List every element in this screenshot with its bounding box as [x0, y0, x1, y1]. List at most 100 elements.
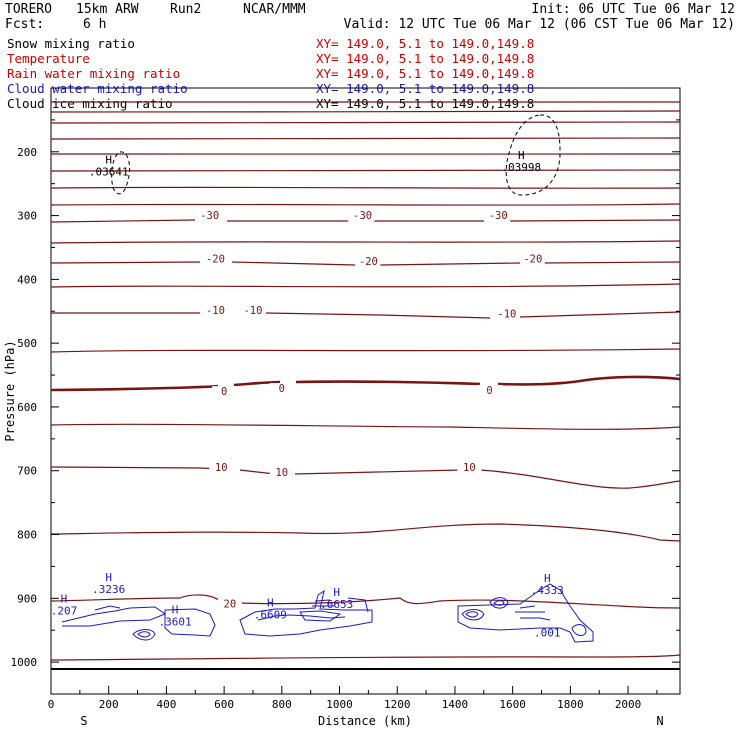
x-tick-label: 600	[214, 698, 234, 711]
y-axis-label: Pressure (hPa)	[3, 340, 17, 441]
cloud-water-contour	[571, 624, 587, 636]
cloud-water-contour	[515, 605, 551, 621]
temperature-contour-label: -30	[200, 210, 219, 222]
contour-label-bg	[457, 462, 482, 474]
extremum-h-label: H	[105, 153, 112, 166]
x-tick-label: 1000	[326, 698, 353, 711]
temperature-contour-label: -20	[359, 256, 378, 268]
cloud-water-contour	[457, 583, 594, 643]
isotherm-line	[50, 110, 681, 113]
cloud-water-contours	[61, 583, 594, 643]
contour-label-bg	[209, 462, 234, 474]
temperature-contour-label: 10	[215, 462, 228, 474]
temperature-contour-label: 0	[279, 383, 285, 395]
temperature-contour-label: -20	[523, 254, 542, 266]
contour-label-bg	[203, 305, 228, 317]
legend-xy-temperature: XY= 149.0, 5.1 to 149.0,149.8	[316, 51, 534, 66]
legend: Snow mixing ratio XY= 149.0, 5.1 to 149.…	[7, 36, 534, 111]
legend-name-rain: Rain water mixing ratio	[7, 66, 180, 81]
header-fcst-value: 6 h	[83, 17, 106, 32]
contour-label-bg	[520, 253, 545, 265]
header-resolution: 15km ARW	[76, 2, 139, 17]
isotherm-line	[50, 348, 681, 353]
cloud-water-contour	[61, 606, 167, 627]
contour-label-bg	[203, 253, 228, 265]
extremum-value-label: .03998	[501, 161, 541, 174]
extremum-value-label: .3236	[92, 583, 125, 596]
cloud-water-contour	[132, 629, 156, 641]
cloud-water-contour	[493, 600, 505, 606]
contour-label-bg	[350, 210, 375, 222]
temperature-contour-label: 10	[463, 462, 476, 474]
x-axis-south-label: S	[80, 714, 87, 728]
header-org: NCAR/MMM	[243, 2, 306, 17]
y-tick-label: 700	[17, 465, 37, 478]
contour-label-bg	[269, 383, 294, 394]
y-tick-label: 400	[17, 273, 37, 286]
extremum-h-label: H	[544, 572, 551, 585]
legend-name-snow: Snow mixing ratio	[7, 36, 135, 51]
header-valid: Valid: 12 UTC Tue 06 Mar 12 (06 CST Tue …	[344, 17, 735, 32]
y-tick-label: 500	[17, 337, 37, 350]
header-fcst-label: Fcst:	[5, 17, 44, 32]
extremum-value-label: .207	[51, 604, 78, 617]
y-tick-label: 200	[17, 146, 37, 159]
temperature-contour-label: -10	[497, 308, 516, 320]
x-tick-label: 800	[272, 698, 292, 711]
extremum-value-label: .6653	[320, 598, 353, 611]
plot-frame	[50, 87, 681, 695]
temperature-contour-label: 10	[275, 467, 288, 479]
header-run: Run2	[170, 2, 201, 17]
x-tick-label: 0	[48, 698, 55, 711]
extremum-value-label: .6609	[254, 609, 287, 622]
contour-label-bg	[212, 386, 237, 398]
x-tick-label: 1800	[557, 698, 584, 711]
temperature-contour-label: 0	[221, 386, 227, 398]
header-model: TORERO	[5, 2, 52, 17]
extremum-h-label: H	[172, 604, 179, 617]
extremum-value-label: .3601	[159, 616, 192, 629]
y-tick-label: 600	[17, 401, 37, 414]
isotherm-line	[50, 261, 681, 266]
contour-label-bg	[494, 308, 519, 320]
extremum-h-label: H	[105, 571, 112, 584]
isotherm-line	[50, 466, 681, 489]
isotherm-line	[50, 121, 681, 124]
contour-label-bg	[269, 467, 294, 479]
temperature-contour-label: -10	[243, 305, 262, 317]
x-axis-label: Distance (km)	[318, 714, 412, 728]
contour-label-bg	[356, 256, 381, 268]
extremum-h-label: H	[267, 597, 274, 610]
isotherm-line	[50, 219, 681, 223]
cloud-water-contour	[164, 608, 216, 637]
y-tick-label: 1000	[11, 656, 38, 669]
contour-labels: -30 -30 -30 -20 -20 -20 -10 -10 -10 0 0 0 10 10 10 20	[197, 210, 545, 611]
isotherm-line	[50, 137, 681, 140]
contour-label-bg	[477, 384, 502, 396]
legend-xy-rain: XY= 149.0, 5.1 to 149.0,149.8	[316, 66, 534, 81]
isotherm-line	[50, 283, 681, 288]
cloud-water-contour	[465, 611, 479, 618]
x-tick-label: 2000	[615, 698, 642, 711]
cloud-water-contour	[257, 614, 346, 621]
x-tick-label: 400	[156, 698, 176, 711]
cloud-water-contour	[299, 610, 342, 622]
isotherm-line	[50, 654, 681, 661]
extremum-h-label: H	[61, 592, 68, 605]
isotherm-line	[50, 101, 681, 103]
isotherm-line	[50, 423, 681, 430]
extremum-h-label: H	[518, 149, 525, 162]
cloud-water-contour	[489, 597, 509, 609]
extremum-value-label: .001	[534, 627, 561, 640]
x-axis-north-label: N	[656, 714, 663, 728]
isotherm-line	[50, 375, 681, 392]
temperature-contour-label: -10	[206, 305, 225, 317]
extremum-value-label: .03641	[89, 165, 129, 178]
header-init: Init: 06 UTC Tue 06 Mar 12	[532, 2, 736, 17]
temperature-contour-label: 20	[224, 599, 237, 611]
x-axis: 0 200 400 600 800 1000 1200 1400 1600 1800 2000	[48, 686, 658, 711]
isotherm-line	[51, 311, 681, 319]
x-tick-label: 1400	[442, 698, 469, 711]
